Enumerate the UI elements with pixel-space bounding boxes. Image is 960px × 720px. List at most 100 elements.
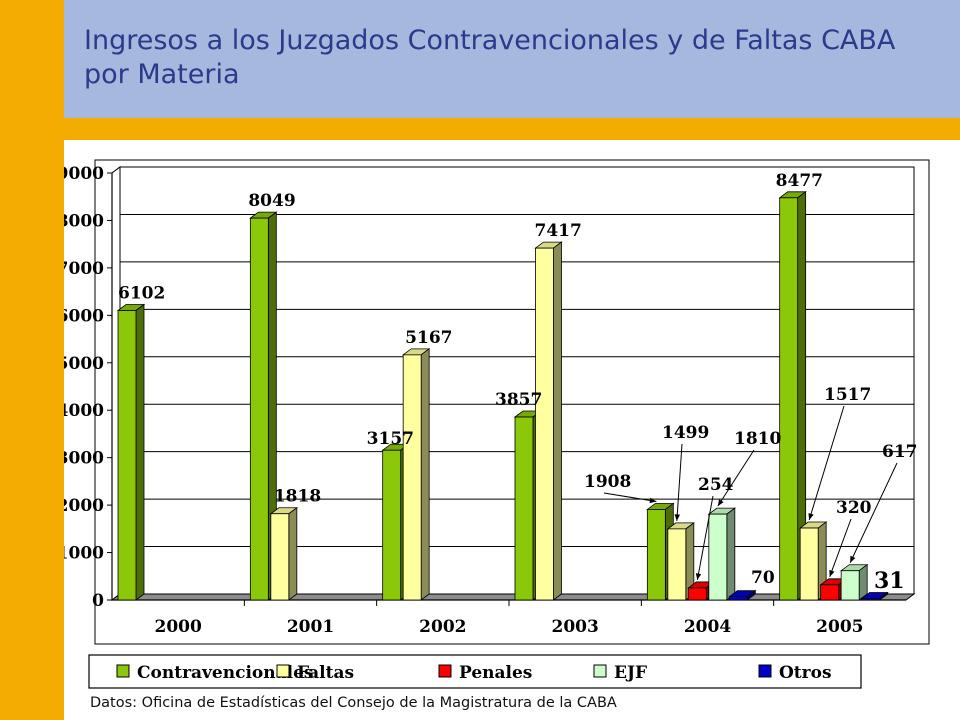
label-leader-line	[849, 462, 898, 563]
data-label: 3157	[367, 429, 414, 449]
x-tick-label: 2000	[155, 617, 202, 637]
slide-title: Ingresos a los Juzgados Contravencionale…	[84, 24, 954, 92]
data-label: 320	[836, 498, 872, 518]
data-label: 254	[698, 475, 734, 495]
bar-side-face	[553, 241, 562, 601]
bar-front-face	[861, 598, 881, 601]
bar-side-face	[288, 506, 298, 601]
label-arrowhead	[717, 499, 724, 507]
bar-front-face	[799, 527, 819, 601]
data-label: 1908	[584, 472, 631, 492]
legend-swatch-contravencionales	[116, 664, 130, 678]
bar-faltas-2004	[666, 522, 696, 601]
bar-front-face	[779, 197, 799, 601]
legend-label-contravencionales: Contravencionales	[137, 663, 313, 683]
label-leader-line	[829, 518, 852, 577]
data-label: 1517	[824, 385, 871, 405]
y-tick-label: 5000	[64, 354, 104, 374]
bar-faltas-2001	[269, 506, 299, 601]
left-accent-bar	[0, 0, 64, 720]
legend-label-otros: Otros	[779, 663, 832, 683]
y-tick-label: 6000	[64, 306, 104, 326]
bar-front-face	[249, 217, 269, 601]
label-arrowhead	[850, 555, 856, 563]
data-label: 8049	[248, 191, 295, 211]
legend-swatch-faltas	[276, 664, 290, 678]
label-leader-line	[717, 449, 755, 507]
bar-faltas-2002	[401, 348, 431, 601]
label-arrowhead	[674, 514, 680, 521]
header-accent-band	[64, 118, 960, 140]
y-tick-label: 2000	[64, 496, 104, 516]
label-leader-line	[603, 492, 657, 502]
data-label: 617	[882, 442, 918, 462]
legend-label-penales: Penales	[459, 663, 532, 683]
bar-front-face	[840, 570, 860, 601]
legend-swatch-penales	[438, 664, 452, 678]
legend-swatch-ejf	[593, 664, 607, 678]
legend-swatch-otros	[758, 664, 772, 678]
title-line-1: Ingresos a los Juzgados Contravencionale…	[84, 25, 896, 56]
data-label: 70	[751, 568, 775, 588]
bar-front-face	[708, 513, 728, 601]
y-tick-label: 3000	[64, 449, 104, 469]
bar-front-face	[402, 354, 422, 601]
bar-front-face	[728, 596, 748, 601]
bar-front-face	[646, 509, 666, 601]
bar-contravencionales-2001	[249, 211, 278, 601]
bar-chart: 0 1000 2000 3000 4000 5000 6000 7000 8000 9000 200…	[64, 159, 930, 689]
label-leader-line	[696, 495, 714, 581]
data-label: 7417	[535, 221, 582, 241]
y-tick-label: 0	[92, 591, 104, 611]
bar-front-face	[117, 310, 137, 601]
y-tick-label: 1000	[64, 544, 104, 564]
x-tick-label: 2005	[816, 617, 863, 637]
bar-side-face	[858, 563, 868, 601]
x-tick-label: 2003	[552, 617, 599, 637]
bar-front-face	[382, 449, 402, 601]
bar-ejf-2004	[707, 507, 737, 601]
legend-label-faltas: Faltas	[297, 663, 354, 683]
y-tick-label: 7000	[64, 259, 104, 279]
y-tick-label: 4000	[64, 401, 104, 421]
y-tick-label: 9000	[64, 164, 104, 184]
bar-side-face	[135, 303, 145, 601]
x-tick-label: 2002	[419, 617, 466, 637]
y-tick-label: 8000	[64, 211, 104, 231]
bar-otros-2005	[860, 591, 889, 601]
x-tick-label: 2001	[287, 617, 334, 637]
label-arrowhead	[649, 497, 657, 504]
label-arrowhead	[829, 569, 835, 577]
bar-faltas-2003	[534, 241, 563, 601]
data-label: 1499	[662, 423, 709, 443]
bar-front-face	[535, 247, 554, 601]
legend-box	[88, 654, 862, 689]
bar-front-face	[270, 513, 290, 601]
header-panel	[64, 0, 960, 118]
data-label: 3857	[495, 390, 542, 410]
bar-ejf-2005	[839, 563, 869, 601]
legend-label-ejf: EJF	[614, 663, 647, 683]
bar-faltas-2005	[798, 521, 828, 601]
label-arrowhead	[695, 573, 702, 580]
label-arrowhead	[808, 513, 814, 521]
bar-front-face	[514, 416, 534, 601]
data-label: 6102	[118, 283, 165, 303]
bar-otros-2004	[728, 589, 757, 601]
x-tick-label: 2004	[684, 617, 731, 637]
label-leader-line	[676, 443, 683, 521]
bar-front-face	[687, 587, 707, 601]
bar-front-face	[820, 584, 840, 601]
data-label: 1818	[274, 487, 321, 507]
data-label: 5167	[405, 328, 452, 348]
bar-contravencionales-2000	[116, 303, 146, 601]
bar-contravencionales-2005	[778, 191, 807, 601]
data-label: 31	[874, 568, 905, 594]
bar-side-face	[420, 348, 430, 601]
label-leader-line	[808, 405, 845, 521]
data-label: 8477	[776, 171, 823, 191]
bar-side-face	[726, 507, 736, 601]
data-label: 1810	[734, 429, 781, 449]
title-line-2: por Materia	[84, 59, 240, 90]
